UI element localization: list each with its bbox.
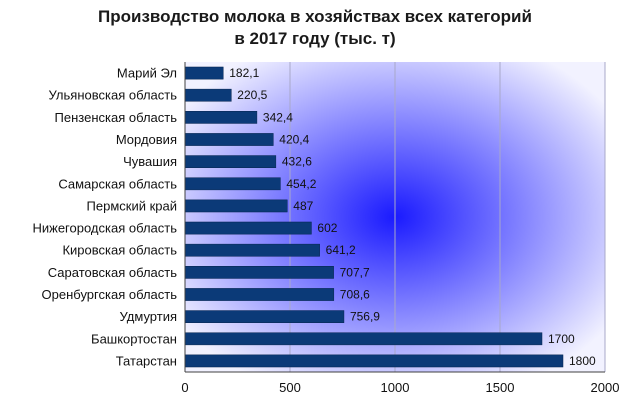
category-label: Ульяновская область [49, 88, 178, 103]
value-label: 182,1 [229, 66, 259, 80]
value-label: 432,6 [282, 155, 312, 169]
value-label: 220,5 [237, 88, 267, 102]
value-label: 707,7 [340, 265, 370, 279]
category-labels: Марий Эл Ульяновская область Пензенская об… [32, 66, 177, 369]
bar [184, 133, 274, 146]
bar [184, 354, 564, 368]
bar [184, 288, 335, 301]
bar [184, 310, 345, 323]
x-tick-label: 500 [279, 380, 301, 395]
bar [184, 155, 277, 168]
bar [184, 66, 224, 80]
category-label: Чувашия [123, 154, 177, 169]
x-tick-label: 1000 [381, 380, 410, 395]
category-label: Саратовская область [48, 265, 177, 280]
chart-title: Производство молока в хозяйствах всех ка… [0, 6, 630, 50]
value-label: 420,4 [279, 133, 309, 147]
bar [184, 111, 258, 124]
value-label: 1700 [548, 332, 575, 346]
category-label: Марий Эл [117, 66, 177, 81]
value-label: 454,2 [286, 177, 316, 191]
value-label: 1800 [569, 354, 596, 368]
bar [184, 243, 320, 257]
bar [184, 332, 543, 346]
chart-title-line-1: Производство молока в хозяйствах всех ка… [98, 7, 532, 26]
value-labels: 182,1 220,5 342,4 420,4 432,6 454,2 487 602 641,… [229, 66, 596, 368]
x-tick-label: 1500 [486, 380, 515, 395]
value-label: 602 [317, 221, 337, 235]
category-label: Нижегородская область [32, 221, 177, 236]
x-axis: 0 500 1000 1500 2000 [181, 62, 619, 395]
value-label: 756,9 [350, 310, 380, 324]
x-tick-label: 0 [181, 380, 188, 395]
category-label: Оренбургская область [42, 287, 178, 302]
gridlines [289, 62, 606, 372]
x-tick-label: 2000 [591, 380, 620, 395]
value-label: 641,2 [326, 243, 356, 257]
category-label: Башкортостан [91, 331, 177, 346]
bars [184, 66, 564, 368]
category-label: Самарская область [58, 176, 177, 191]
value-label: 708,6 [340, 288, 370, 302]
bar [184, 221, 312, 235]
bar [184, 266, 334, 279]
chart-title-line-2: в 2017 году (тыс. т) [234, 29, 396, 48]
category-label: Татарстан [116, 353, 177, 368]
category-label: Кировская область [62, 243, 177, 258]
bar [184, 199, 288, 213]
category-label: Пермский край [87, 198, 177, 213]
bar [184, 177, 281, 191]
category-label: Удмуртия [120, 309, 177, 324]
category-label: Пензенская область [55, 110, 178, 125]
bar [184, 88, 232, 102]
category-label: Мордовия [116, 132, 177, 147]
value-label: 487 [293, 199, 313, 213]
value-label: 342,4 [263, 110, 293, 124]
